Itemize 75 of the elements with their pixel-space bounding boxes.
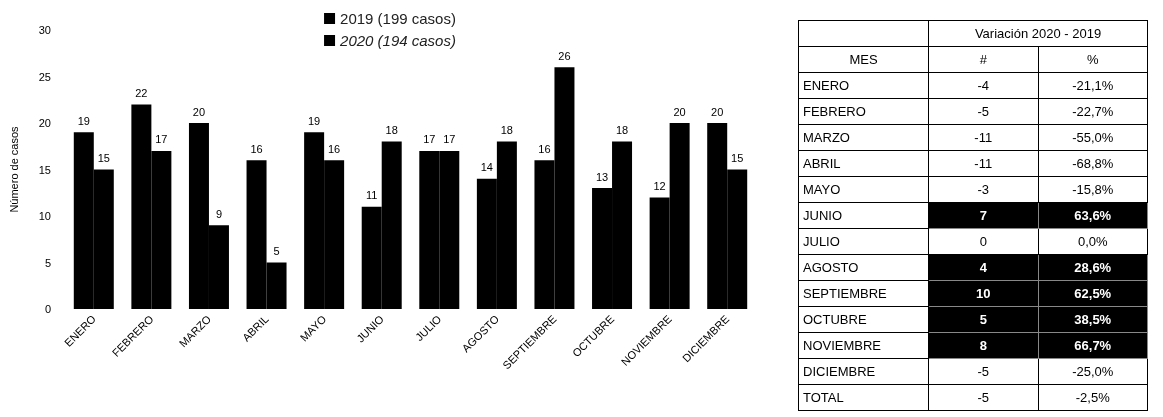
- data-label: 15: [731, 152, 744, 164]
- data-label: 18: [615, 124, 629, 137]
- y-tick-label: 5: [44, 256, 51, 269]
- data-label: 9: [215, 207, 223, 220]
- category-label: MAYO: [798, 176, 929, 203]
- category-label: JUNIO: [798, 202, 929, 229]
- y-tick-label: 20: [38, 117, 51, 129]
- data-label: 16: [250, 142, 263, 155]
- data-label: 19: [77, 114, 90, 127]
- category-label: ABRIL: [798, 150, 929, 177]
- category-label: MARZO: [798, 124, 929, 151]
- data-label: 10: [928, 280, 1038, 307]
- data-label: 17: [443, 133, 456, 146]
- category-label: AGOSTO: [798, 254, 929, 281]
- data-label: -2,5%: [1038, 384, 1148, 411]
- data-label: -68,8%: [1038, 150, 1148, 177]
- data-label: 66,7%: [1038, 332, 1148, 359]
- data-label: 14: [480, 161, 493, 174]
- data-label: -55,0%: [1038, 124, 1148, 151]
- data-label: -22,7%: [1038, 98, 1148, 125]
- data-label: 0: [928, 228, 1038, 255]
- legend-label: 2020 (194 casos): [339, 32, 456, 49]
- data-label: -15,8%: [1038, 176, 1148, 203]
- text: MES: [798, 46, 929, 73]
- category-label: DICIEMBRE: [798, 358, 929, 385]
- y-tick-label: 25: [38, 70, 51, 83]
- series-label: %: [1038, 46, 1148, 73]
- data-label: -5: [928, 358, 1038, 385]
- y-axis-title: Número de casos: [7, 125, 20, 213]
- y-tick-label: 0: [44, 303, 51, 315]
- data-label: 5: [928, 306, 1038, 333]
- series-label: #: [928, 46, 1038, 73]
- category-label: JULIO: [798, 228, 929, 255]
- data-label: 63,6%: [1038, 202, 1148, 229]
- data-label: 20: [673, 105, 686, 118]
- data-label: 11: [366, 189, 378, 202]
- data-label: 22: [135, 86, 148, 99]
- data-label: -5: [928, 384, 1038, 411]
- data-label: -3: [928, 176, 1038, 203]
- data-label: 12: [653, 179, 666, 192]
- category-label: TOTAL: [798, 384, 929, 411]
- data-label: 5: [273, 245, 280, 257]
- y-tick-label: 10: [38, 210, 51, 222]
- legend-label: 2019 (199 casos): [340, 10, 456, 27]
- data-label: 26: [558, 49, 571, 62]
- category-label: FEBRERO: [798, 98, 929, 125]
- data-label: 62,5%: [1038, 280, 1148, 307]
- data-label: 7: [928, 202, 1038, 229]
- data-label: -25,0%: [1038, 358, 1148, 385]
- data-label: 4: [928, 254, 1038, 281]
- data-label: 16: [328, 142, 341, 155]
- data-label: 38,5%: [1038, 306, 1148, 333]
- data-label: 17: [423, 133, 436, 146]
- data-label: -5: [928, 98, 1038, 125]
- data-label: 28,6%: [1038, 254, 1148, 281]
- data-label: 20: [192, 105, 206, 118]
- data-label: -11: [928, 150, 1038, 177]
- data-label: 0,0%: [1038, 228, 1148, 255]
- y-tick-label: 30: [38, 24, 51, 36]
- data-label: -21,1%: [1038, 72, 1148, 99]
- category-label: SEPTIEMBRE: [798, 280, 929, 307]
- data-label: 13: [595, 170, 609, 183]
- data-label: 17: [155, 133, 168, 146]
- data-label: 8: [928, 332, 1038, 359]
- category-label: ENERO: [798, 72, 929, 99]
- data-label: 20: [711, 105, 724, 118]
- data-label: 18: [500, 124, 513, 137]
- text: Variación 2020 - 2019: [928, 20, 1148, 47]
- data-label: -4: [928, 72, 1038, 99]
- data-label: -11: [928, 124, 1038, 151]
- data-label: 15: [97, 152, 110, 164]
- data-label: 18: [385, 124, 398, 137]
- data-label: 19: [308, 114, 321, 127]
- data-label: 16: [538, 142, 551, 155]
- y-tick-label: 15: [38, 163, 51, 176]
